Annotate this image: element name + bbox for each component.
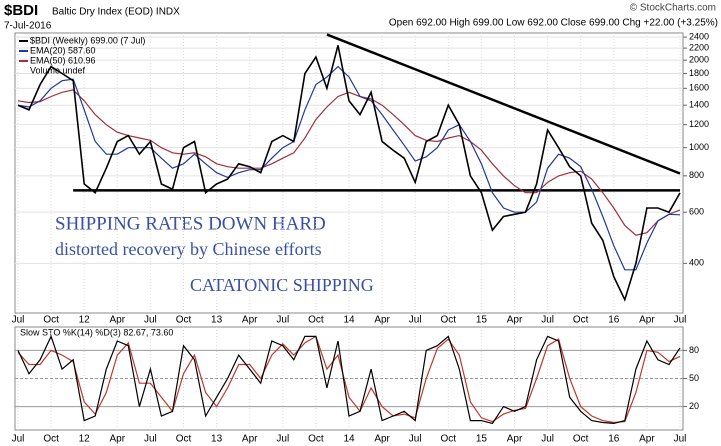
- x-tick-label: 15: [476, 315, 488, 326]
- annotation: distorted recovery by Chinese efforts: [55, 239, 322, 259]
- x-tick-label: Oct: [176, 315, 192, 326]
- x-tick-label: Jul: [12, 434, 25, 445]
- y-tick-label: 1400: [689, 100, 709, 110]
- x-tick-label: Apr: [374, 315, 390, 326]
- x-tick-label: 16: [608, 315, 620, 326]
- y-tick-label: 20: [689, 401, 699, 411]
- series-line: [17, 334, 681, 425]
- x-tick-label: Oct: [43, 434, 59, 445]
- stoch-title: Slow STO %K(14) %D(3) 82.67, 73.60: [20, 327, 173, 337]
- series-line: [17, 335, 681, 424]
- x-tick-label: 13: [211, 315, 223, 326]
- x-tick-label: Apr: [507, 434, 523, 445]
- chart-subtitle: Baltic Dry Index (EOD) INDX: [52, 7, 180, 18]
- y-tick-label: 1200: [689, 119, 709, 129]
- series-line: [17, 45, 681, 302]
- quote: Open 692.00 High 699.00 Low 692.00 Close…: [389, 18, 718, 29]
- x-tick-label: Apr: [110, 315, 126, 326]
- annotation: CATATONIC SHIPPING: [190, 275, 374, 295]
- legend-label: EMA(20) 587.60: [30, 45, 96, 55]
- x-tick-label: Jul: [12, 315, 25, 326]
- y-tick-label: 2400: [689, 32, 709, 42]
- legend-label: Volume undef: [30, 65, 86, 75]
- x-tick-label: Oct: [441, 434, 457, 445]
- x-tick-label: Jul: [276, 434, 289, 445]
- x-tick-label: Apr: [110, 434, 126, 445]
- x-tick-label: Jul: [409, 434, 422, 445]
- y-tick-label: 1600: [689, 83, 709, 93]
- legend-label: $BDI (Weekly) 699.00 (7 Jul): [30, 35, 145, 45]
- y-tick-label: 1800: [689, 68, 709, 78]
- x-tick-label: Jul: [144, 315, 157, 326]
- x-tick-label: 14: [343, 315, 355, 326]
- trendline: [326, 33, 681, 175]
- x-tick-label: 16: [608, 434, 620, 445]
- y-tick-label: 600: [689, 207, 704, 217]
- x-tick-label: 14: [343, 434, 355, 445]
- x-tick-label: Jul: [276, 315, 289, 326]
- y-tick-label: 1000: [689, 142, 709, 152]
- x-tick-label: 12: [79, 315, 91, 326]
- x-tick-label: Apr: [242, 315, 258, 326]
- chart-date: 7-Jul-2016: [4, 21, 52, 32]
- x-tick-label: Jul: [674, 434, 687, 445]
- x-tick-label: 15: [476, 434, 488, 445]
- series-line: [17, 65, 681, 271]
- x-tick-label: Oct: [441, 315, 457, 326]
- y-tick-label: 50: [689, 373, 699, 383]
- x-tick-label: Apr: [242, 434, 258, 445]
- y-tick-label: 800: [689, 170, 704, 180]
- x-tick-label: Jul: [144, 434, 157, 445]
- x-tick-label: Oct: [573, 315, 589, 326]
- x-tick-label: Apr: [639, 315, 655, 326]
- chart-title: $BDI: [4, 2, 38, 19]
- y-tick-label: 80: [689, 345, 699, 355]
- y-tick-label: 400: [689, 258, 704, 268]
- x-tick-label: Jul: [409, 315, 422, 326]
- x-tick-label: Oct: [176, 434, 192, 445]
- y-tick-label: 2000: [689, 55, 709, 65]
- x-tick-label: Apr: [374, 434, 390, 445]
- annotation: SHIPPING RATES DOWN HARD: [55, 213, 326, 234]
- x-tick-label: Jul: [541, 315, 554, 326]
- x-tick-label: Jul: [541, 434, 554, 445]
- x-tick-label: Apr: [639, 434, 655, 445]
- x-tick-label: 13: [211, 434, 223, 445]
- source: © StockCharts.com: [630, 3, 716, 14]
- x-tick-label: Jul: [674, 315, 687, 326]
- y-tick-label: 2200: [689, 43, 709, 53]
- legend-label: EMA(50) 610.96: [30, 55, 96, 65]
- x-tick-label: Oct: [308, 434, 324, 445]
- x-tick-label: Apr: [507, 315, 523, 326]
- x-tick-label: Oct: [308, 315, 324, 326]
- x-tick-label: Oct: [43, 315, 59, 326]
- x-tick-label: Oct: [573, 434, 589, 445]
- x-tick-label: 12: [79, 434, 91, 445]
